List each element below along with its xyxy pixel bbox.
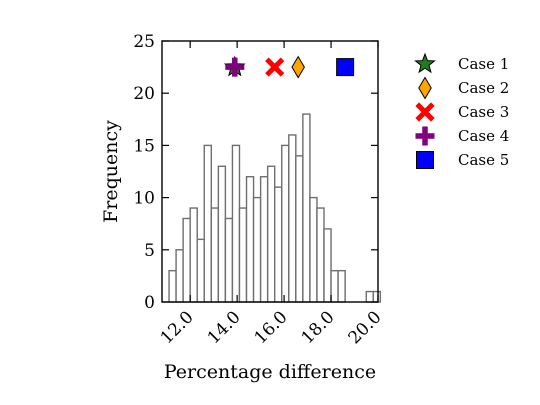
histogram-bar bbox=[224, 217, 234, 303]
legend-item: Case 3 bbox=[415, 102, 509, 122]
histogram-bar bbox=[295, 155, 304, 303]
plus-marker bbox=[415, 126, 435, 146]
histogram-bar bbox=[316, 207, 325, 303]
histogram-bar bbox=[273, 186, 283, 303]
histogram-bar bbox=[309, 196, 318, 303]
diamond-marker bbox=[418, 76, 432, 100]
histogram-bar bbox=[210, 207, 220, 303]
x-axis-label: Percentage difference bbox=[164, 361, 376, 383]
x-tick-label: 20.0 bbox=[345, 307, 386, 348]
legend-label: Case 2 bbox=[458, 79, 509, 97]
case-markers bbox=[223, 55, 355, 79]
histogram-bar bbox=[281, 144, 290, 303]
legend-label: Case 3 bbox=[458, 103, 509, 121]
histogram-bars bbox=[168, 113, 382, 303]
histogram-bar bbox=[231, 144, 241, 303]
x-tick-label: 12.0 bbox=[157, 307, 198, 348]
histogram-bar bbox=[302, 113, 311, 303]
y-tick-label: 5 bbox=[144, 241, 155, 261]
legend-item: Case 4 bbox=[415, 126, 509, 146]
histogram-bar bbox=[245, 176, 255, 303]
y-tick-label: 10 bbox=[133, 189, 155, 209]
histogram-bar bbox=[365, 290, 375, 303]
star-marker bbox=[414, 52, 436, 74]
histogram-bar bbox=[266, 165, 276, 303]
x-tick-label: 16.0 bbox=[251, 307, 292, 348]
histogram-bar bbox=[168, 269, 177, 303]
histogram-bar bbox=[323, 228, 332, 303]
histogram-bar bbox=[175, 249, 184, 303]
y-tick-label: 20 bbox=[133, 84, 155, 104]
histogram-bar bbox=[288, 134, 297, 303]
x-marker bbox=[415, 102, 435, 122]
diamond-marker bbox=[291, 55, 305, 79]
histogram-bar bbox=[372, 290, 382, 303]
histogram-bar bbox=[217, 165, 227, 303]
y-tick-label: 15 bbox=[133, 136, 155, 156]
x-tick-label: 18.0 bbox=[298, 307, 339, 348]
plot-frame bbox=[161, 40, 379, 303]
histogram-bar bbox=[330, 269, 339, 303]
legend-item: Case 1 bbox=[414, 52, 509, 74]
histogram-bar bbox=[259, 176, 269, 303]
x-marker bbox=[265, 57, 285, 77]
y-tick-label: 0 bbox=[144, 293, 155, 313]
x-tick-label: 14.0 bbox=[204, 307, 245, 348]
histogram-bar bbox=[238, 207, 248, 303]
plus-marker bbox=[225, 57, 245, 77]
histogram-bar bbox=[252, 196, 262, 303]
y-tick-label: 25 bbox=[133, 32, 155, 52]
histogram-bar bbox=[182, 217, 191, 303]
histogram-bar bbox=[196, 238, 205, 303]
square-marker bbox=[416, 151, 434, 169]
legend-item: Case 5 bbox=[416, 151, 509, 169]
legend-label: Case 1 bbox=[458, 55, 509, 73]
legend: Case 1 Case 2 Case 3 Case 4 Case 5 bbox=[414, 52, 509, 169]
legend-label: Case 5 bbox=[458, 151, 509, 169]
histogram-bar bbox=[203, 144, 213, 303]
histogram-bar bbox=[189, 207, 198, 303]
y-axis-label: Frequency bbox=[100, 120, 122, 223]
histogram-bar bbox=[337, 269, 346, 303]
square-marker bbox=[336, 58, 355, 77]
legend-item: Case 2 bbox=[418, 76, 509, 100]
legend-label: Case 4 bbox=[458, 127, 509, 145]
